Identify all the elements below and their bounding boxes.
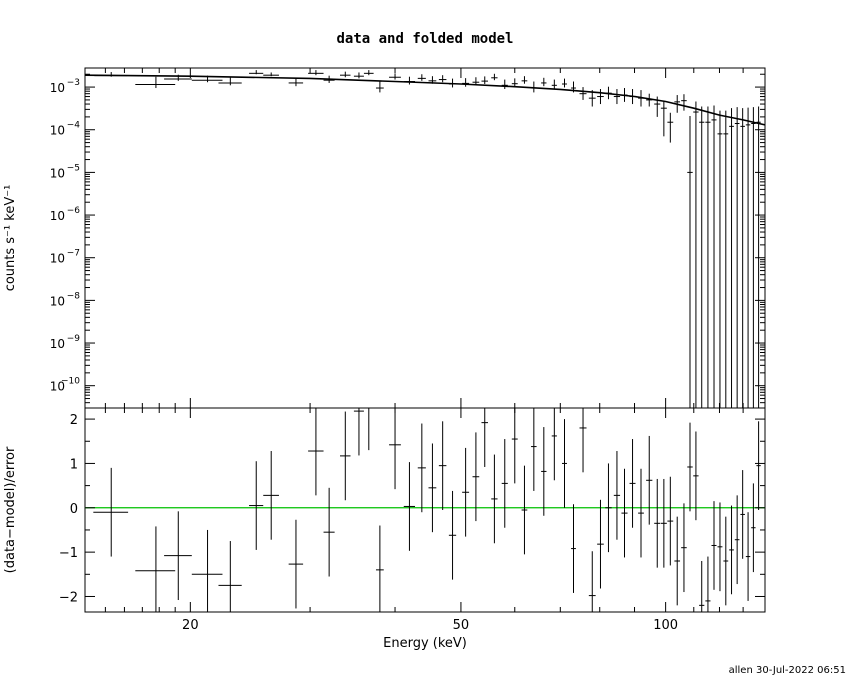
y-tick-label: −1 (59, 546, 78, 561)
x-tick-label: 100 (653, 618, 678, 633)
chart-title: data and folded model (336, 31, 513, 47)
y-tick-label: 10 (50, 380, 65, 394)
x-tick-label: 50 (453, 618, 470, 633)
folded-model-line (84, 74, 766, 126)
spectrum-plot-frame (84, 67, 766, 409)
y-tick-label: 10 (50, 124, 65, 138)
residuals-x-axis: 20 50 100 (84, 408, 766, 633)
y-tick-exponent: −7 (67, 249, 80, 259)
y-tick-exponent: −4 (67, 121, 81, 131)
y-tick-label: 10 (50, 166, 65, 180)
y-tick-label: 10 (50, 81, 65, 95)
footer-stamp: allen 30-Jul-2022 06:51 (728, 665, 846, 676)
residuals-y-axis-label: (data−model)/error (3, 446, 18, 573)
spectrum-y-axis-label: counts s⁻¹ keV⁻¹ (3, 185, 18, 292)
x-tick-label: 20 (182, 618, 199, 633)
spectrum-data-points (94, 70, 761, 408)
y-tick-label: 10 (50, 337, 65, 351)
residuals-panel: −2 −1 0 1 2 20 50 100 (data−model)/error Energ… (3, 407, 766, 651)
y-tick-label: 10 (50, 294, 65, 308)
y-tick-exponent: −9 (67, 334, 81, 344)
residuals-y-axis: −2 −1 0 1 2 (59, 413, 765, 605)
y-tick-label: 10 (50, 252, 65, 266)
x-axis-label: Energy (keV) (383, 636, 467, 651)
y-tick-exponent: −5 (67, 163, 80, 173)
y-tick-exponent: −3 (67, 78, 80, 88)
y-tick-exponent: −8 (67, 291, 81, 301)
y-tick-label: 0 (70, 502, 78, 517)
residuals-plot-frame (84, 407, 766, 613)
residuals-data-points (93, 407, 761, 612)
y-tick-label: 2 (70, 413, 78, 428)
y-tick-label: 10 (50, 209, 65, 223)
spectrum-x-ticks (84, 68, 766, 408)
y-tick-label: 1 (70, 457, 78, 472)
y-tick-exponent: −6 (67, 206, 81, 216)
y-tick-label: −2 (59, 590, 78, 605)
y-tick-exponent: −10 (61, 377, 80, 387)
